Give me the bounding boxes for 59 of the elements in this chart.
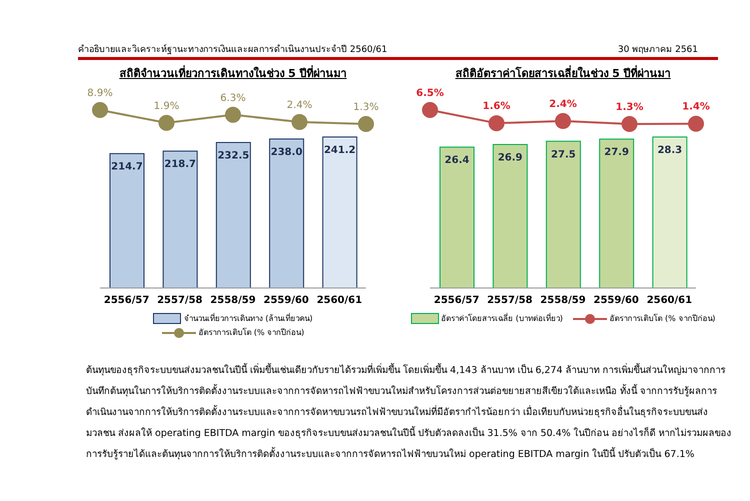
bar (546, 140, 581, 288)
point (358, 116, 374, 132)
bar (216, 142, 251, 288)
bar (110, 153, 144, 288)
legend-label: อัตราการเติบโต (% จากปีก่อน) (608, 312, 716, 325)
point (555, 113, 571, 130)
point (292, 114, 308, 130)
point (688, 116, 704, 132)
text: 30 พฤษภาคม 2561 (618, 44, 698, 56)
data-label: 238.0 (270, 147, 302, 158)
x-tick-label: 2556/57 (434, 295, 480, 306)
point (488, 115, 504, 132)
point (158, 114, 174, 131)
bar (162, 150, 198, 288)
data-label: 2.4% (286, 100, 312, 111)
x-tick-label: 2559/60 (263, 295, 309, 306)
point (422, 102, 438, 118)
data-label: 26.9 (498, 152, 523, 164)
x-tick-label: 2556/57 (104, 295, 150, 306)
x-tick-label: 2559/60 (593, 295, 639, 306)
data-label: 1.3% (353, 102, 379, 113)
bar (492, 144, 528, 288)
data-label: 1.6% (482, 101, 510, 112)
bar (652, 136, 688, 288)
data-label: 1.4% (682, 102, 710, 113)
x-tick-label: 2557/58 (487, 295, 533, 306)
data-label: 27.9 (604, 147, 629, 158)
data-label: 6.3% (220, 92, 246, 104)
legend-label: อัตราการเติบโต (% จากปีก่อน) (197, 326, 304, 339)
bar (599, 138, 634, 288)
text: คำอธิบายและวิเคราะห์ฐานะทางการเงินและผลการดำเนินงานประจำปี 2560/61 (78, 43, 388, 56)
data-label: 26.4 (444, 155, 470, 166)
data-label: 2.4% (549, 99, 577, 110)
bar (440, 146, 474, 288)
data-label: 214.7 (111, 162, 143, 173)
data-label: 28.3 (657, 145, 682, 156)
data-label: 232.5 (218, 150, 250, 162)
bar (269, 138, 304, 288)
point (225, 106, 241, 123)
data-label: 1.3% (616, 102, 644, 113)
data-label: 218.7 (164, 159, 196, 170)
legend-label: อัตราค่าโดยสารเฉลี่ย (บาทต่อเที่ยว) (440, 312, 563, 325)
chart-title: สถิติจำนวนเที่ยวการเดินทางในช่วง 5 ปีที่ผ่านมา (118, 64, 348, 80)
text: ต้นทุนของธุรกิจระบบขนส่งมวลชนในปีนี้ เพิ่มขึ้นเช่นเดียวกับรายได้รวมที่เพิ่มขึ้น โดยเพิ่มขึ้น 4,143 ล้านบาท เป็น 6,274 ล้านบาท การเพิ่มขึ้นส่วนใหญ่มาจากการบันทึกต้นทุนในการให้บริการติดตั้งงานระบบและจากการจัดหารถไฟฟ้าขบวนใหม่สำหรับโครงการส่วนต่อขยายสายสีเขียวใต้และเหนือ ทั้งนี้ จากการรับรู้ผลการดำเนินงานจากการให้บริการติดตั้งงานระบบและจากการจัดหาขบวนรถไฟฟ้าขบวนใหม่ที่มีอัตรากำไรน้อยกว่า เมื่อเทียบกับหน่วยธุรกิจอื่นในธุรกิจระบบขนส่งมวลชน ส่งผลให้ operating EBITDA margin ของธุรกิจระบบขนส่งมวลชนในปีนี้ ปรับตัวลดลงเป็น 31.5% จาก 50.4% ในปีก่อน อย่างไรก็ดี หากไม่รวมผลของการรับรู้รายได้และต้นทุนจากการให้บริการติดตั้งงานระบบและจากการจัดหารถไฟฟ้าขบวนใหม่ operating EBITDA margin ในปีนี้ ปรับตัวเป็น 67.1% (86, 362, 733, 462)
data-label: 6.5% (416, 88, 444, 99)
x-tick-label: 2558/59 (540, 295, 586, 306)
data-label: 8.9% (87, 88, 113, 99)
point (92, 102, 108, 118)
x-tick-label: 2557/58 (157, 295, 203, 306)
legend-label: จำนวนเที่ยวการเดินทาง (ล้านเที่ยวคน) (182, 312, 313, 325)
bar (322, 136, 358, 288)
chart-title: สถิติอัตราค่าโดยสารเฉลี่ยในช่วง 5 ปีที่ผ่านมา (454, 64, 672, 80)
x-tick-label: 2560/61 (316, 295, 362, 306)
x-tick-label: 2558/59 (210, 295, 256, 306)
x-tick-label: 2560/61 (646, 295, 692, 306)
data-label: 27.5 (551, 149, 576, 160)
point (622, 116, 638, 132)
data-label: 1.9% (154, 100, 180, 112)
data-label: 241.2 (324, 145, 356, 156)
